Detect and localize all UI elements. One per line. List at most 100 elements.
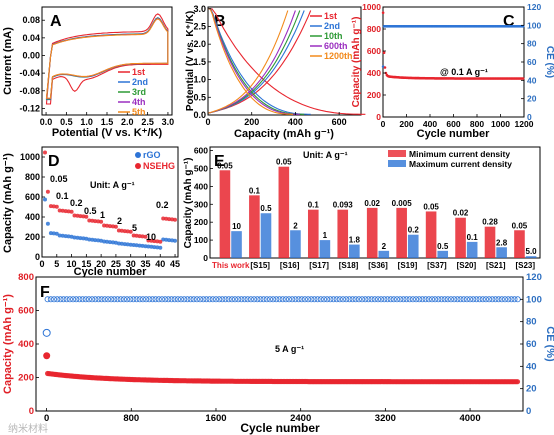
panel-a-ytick-label: 0.08 — [22, 15, 40, 25]
panel-f-xtick-label: 800 — [123, 413, 139, 424]
rate-point-NSEHG — [122, 229, 127, 234]
rate-point-NSEHG — [51, 204, 56, 209]
panel-d-ytick-label: 400 — [25, 212, 40, 222]
legend-marker-NSEHG — [135, 163, 141, 169]
legend-label-5th: 5th — [132, 107, 146, 117]
panel-a-ytick-label: 0.04 — [22, 33, 40, 43]
legend-label-NSEHG: NSEHG — [143, 161, 175, 171]
rate-point-NSEHG — [93, 219, 98, 224]
panel-c-ytick-label: 800 — [367, 24, 381, 34]
panel-a-ticks: 0.0 0.5 1.0 1.5 2.0 2.5 3.0 0.08 0.04 0.00 -0.04 -0… — [19, 15, 174, 127]
ce-point — [143, 296, 150, 303]
rate-point-NSEHG — [45, 189, 50, 194]
ce-point — [368, 296, 375, 303]
rate-label: 0.2 — [156, 200, 169, 210]
ce-point — [216, 296, 223, 303]
category-label: [S20] — [457, 261, 477, 270]
rate-point-rGO — [51, 231, 56, 236]
panel-d-xlabel: Cycle number — [74, 266, 147, 278]
panel-c-annotation: @ 0.1 A g⁻¹ — [440, 67, 488, 77]
panel-d-xtick-label: 25 — [111, 259, 121, 269]
ce-point — [251, 296, 258, 303]
ce-point — [317, 296, 324, 303]
rate-point-rGO — [90, 237, 95, 242]
ce-point — [200, 296, 207, 303]
panel-e-ytick-label: 600 — [194, 146, 208, 156]
ce-point — [292, 296, 299, 303]
rate-point-rGO — [116, 241, 121, 246]
ce-point — [89, 296, 96, 303]
ce-point — [473, 296, 480, 303]
rate-point-NSEHG — [87, 218, 92, 223]
ce-point — [295, 296, 302, 303]
rate-point-NSEHG — [72, 213, 77, 218]
panel-a: A 0.0 0.5 1.0 1.5 2.0 2.5 3.0 0.08 0.04 0.00 -0.04… — [2, 6, 174, 139]
panel-f-xtick-label: 4000 — [459, 413, 480, 424]
panel-f-right-ytick-label: 40 — [526, 361, 537, 372]
discharge-curve-600th — [208, 8, 300, 115]
panel-b-ytick-label: 1.0 — [193, 75, 206, 85]
ce-point — [489, 296, 496, 303]
ce-point — [162, 296, 169, 303]
rate-point-rGO — [170, 238, 175, 243]
rate-point-rGO — [72, 235, 77, 240]
ce-point — [66, 296, 73, 303]
ce-point — [73, 296, 80, 303]
rate-point-NSEHG — [152, 239, 157, 244]
legend-label-rGO: rGO — [143, 150, 161, 160]
category-label: [S21] — [486, 261, 506, 270]
ce-point — [311, 296, 318, 303]
panel-d-xtick-label: 10 — [67, 259, 77, 269]
ce-point — [197, 296, 204, 303]
panel-c-ticks: 0 200 400 600 800 1000 12000200400600800100002… — [362, 2, 541, 129]
rate-point-rGO — [105, 239, 109, 244]
ce-point — [403, 296, 410, 303]
panel-c-right-ytick-label: 100 — [527, 20, 541, 30]
ce-point — [174, 296, 181, 303]
rate-point-rGO — [128, 242, 133, 247]
panel-a-ylabel: Current (mA) — [2, 27, 14, 95]
capacity-point — [381, 11, 385, 14]
ce-point — [324, 296, 331, 303]
rate-point-rGO — [57, 233, 62, 238]
rate-point-NSEHG — [131, 233, 136, 238]
bar-max-label: 2.8 — [496, 238, 508, 247]
panel-a-xtick-label: 2.0 — [121, 117, 134, 127]
rate-point-NSEHG — [143, 234, 148, 239]
ce-point — [362, 296, 369, 303]
panel-c-xtick-label: 200 — [399, 119, 413, 129]
panel-f-ytick-label: 400 — [18, 339, 34, 350]
bar-min-current — [425, 211, 437, 258]
ce-point — [333, 296, 340, 303]
rate-point-rGO — [45, 221, 50, 226]
panel-b-ticks: 0 200 400 600 0.0 0.5 1.0 1.5 2.0 2.5 3.0 — [193, 4, 346, 127]
bar-max-current — [378, 250, 390, 258]
panel-c-ytick-label: 200 — [367, 90, 381, 100]
rate-point-rGO — [173, 238, 177, 243]
rate-point-rGO — [66, 234, 71, 239]
ce-point — [181, 296, 188, 303]
rate-point-rGO — [146, 244, 151, 249]
ce-point — [409, 296, 416, 303]
capacity-first-point — [43, 352, 51, 360]
bar-max-current — [231, 231, 242, 258]
ce-point — [282, 296, 289, 303]
panel-a-ytick-label: -0.04 — [19, 68, 40, 78]
rate-point-NSEHG — [60, 208, 65, 213]
ce-point — [124, 296, 131, 303]
category-label: [S15] — [250, 261, 270, 270]
panel-f-points — [42, 296, 521, 385]
panel-c-right-ytick-label: 0 — [527, 112, 532, 122]
panel-c-xtick-label: 1200 — [515, 119, 534, 129]
rate-point-NSEHG — [146, 238, 151, 243]
cv-curve-1st — [45, 13, 169, 105]
ce-point — [184, 296, 191, 303]
rate-point-NSEHG — [155, 239, 160, 244]
panel-f-xlabel: Cycle number — [240, 421, 320, 435]
legend-label-1st: 1st — [324, 11, 337, 21]
bar-max-current — [437, 250, 449, 258]
bar-min-current — [366, 207, 378, 258]
